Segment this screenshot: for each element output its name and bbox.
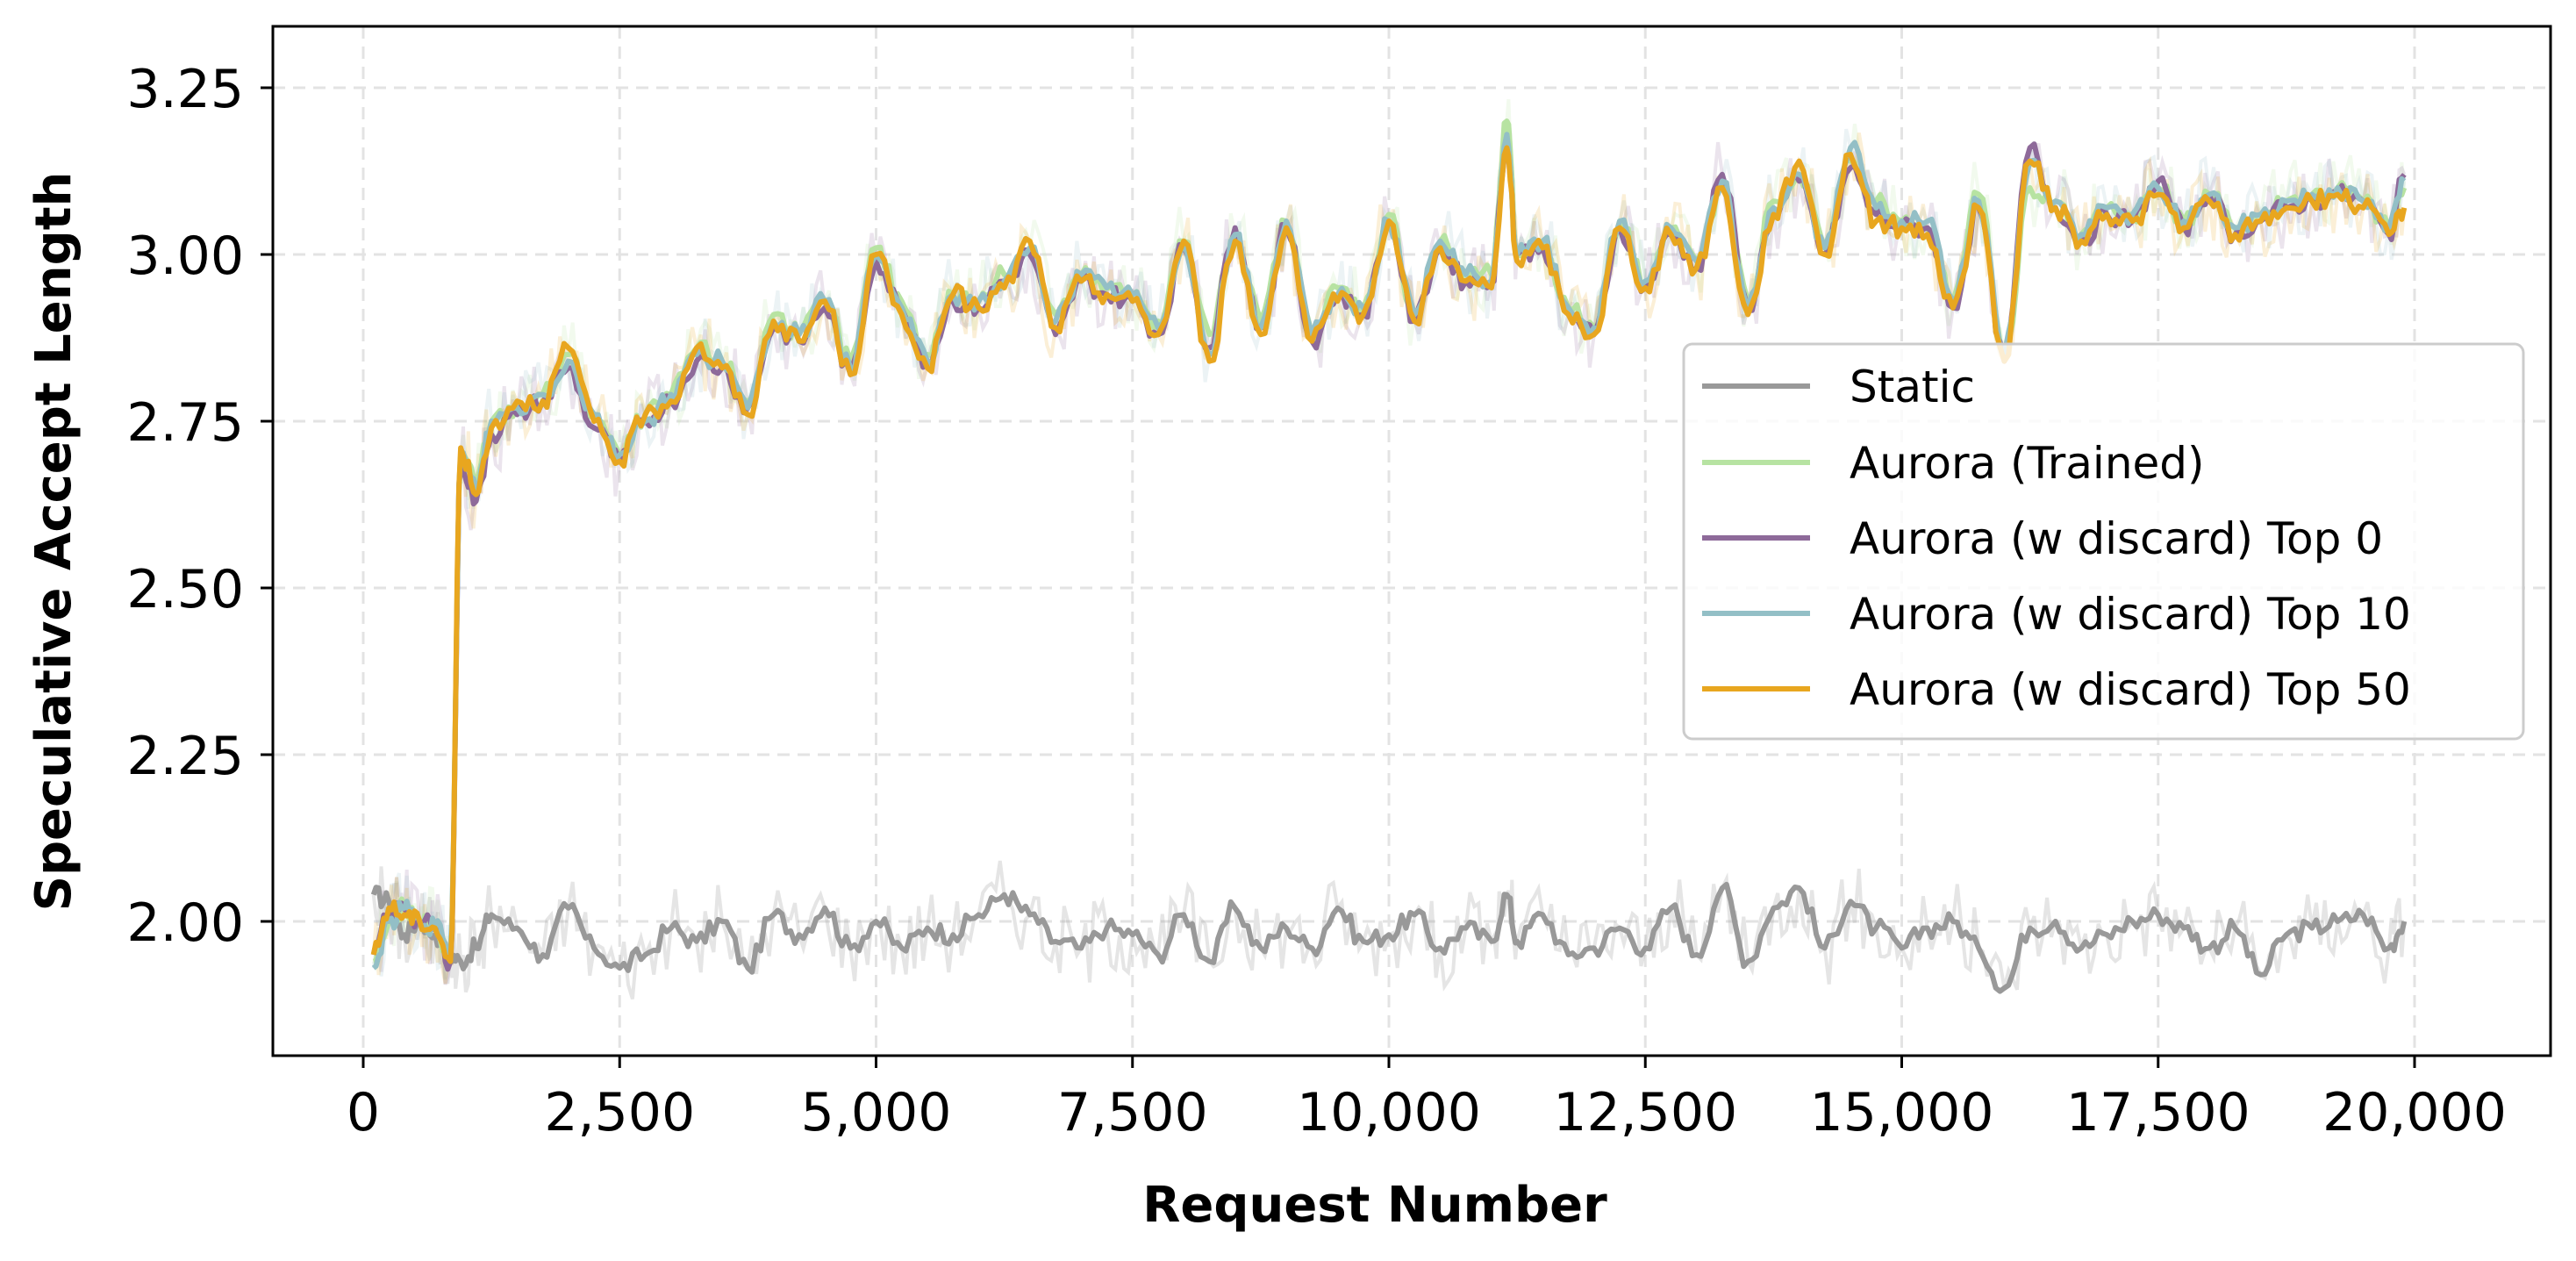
legend-label: Aurora (w discard) Top 50	[1850, 664, 2411, 715]
series-lines	[370, 118, 2408, 994]
x-tick-label: 15,000	[1810, 1082, 1994, 1143]
legend-label: Aurora (Trained)	[1850, 438, 2205, 489]
y-tick-label: 2.00	[126, 892, 244, 954]
x-tick-label: 17,500	[2066, 1082, 2250, 1143]
x-tick-label: 0	[347, 1082, 380, 1143]
y-tick-label: 3.00	[126, 226, 244, 287]
legend-label: Aurora (w discard) Top 0	[1850, 513, 2383, 564]
x-tick-label: 2,500	[544, 1082, 695, 1143]
plot-frame	[271, 25, 2552, 1057]
x-axis-ticks: 0 2,500 5,000 7,500 10,000 12,500 15,000 17,500…	[347, 1056, 2507, 1143]
x-tick-label: 7,500	[1057, 1082, 1208, 1143]
x-tick-label: 12,500	[1553, 1082, 1737, 1143]
legend: Static Aurora (Trained) Aurora (w discard)…	[1682, 342, 2525, 741]
y-axis-title: Speculative Accept Length	[25, 172, 82, 912]
y-tick-label: 2.75	[126, 392, 244, 454]
y-tick-label: 2.50	[126, 559, 244, 620]
x-tick-label: 10,000	[1297, 1082, 1481, 1143]
legend-label: Static	[1850, 362, 1975, 412]
series-line-0	[370, 881, 2408, 994]
y-axis-ticks: 2.00 2.25 2.50 2.75 3.00 3.25	[126, 59, 273, 954]
x-tick-label: 5,000	[801, 1082, 952, 1143]
y-tick-label: 3.25	[126, 59, 244, 120]
y-tick-label: 2.25	[126, 726, 244, 787]
x-tick-label: 20,000	[2322, 1082, 2507, 1143]
legend-label: Aurora (w discard) Top 10	[1850, 589, 2411, 640]
x-axis-title: Request Number	[1142, 1177, 1607, 1234]
legend-box	[1682, 342, 2525, 741]
series-line-4	[370, 145, 2408, 964]
